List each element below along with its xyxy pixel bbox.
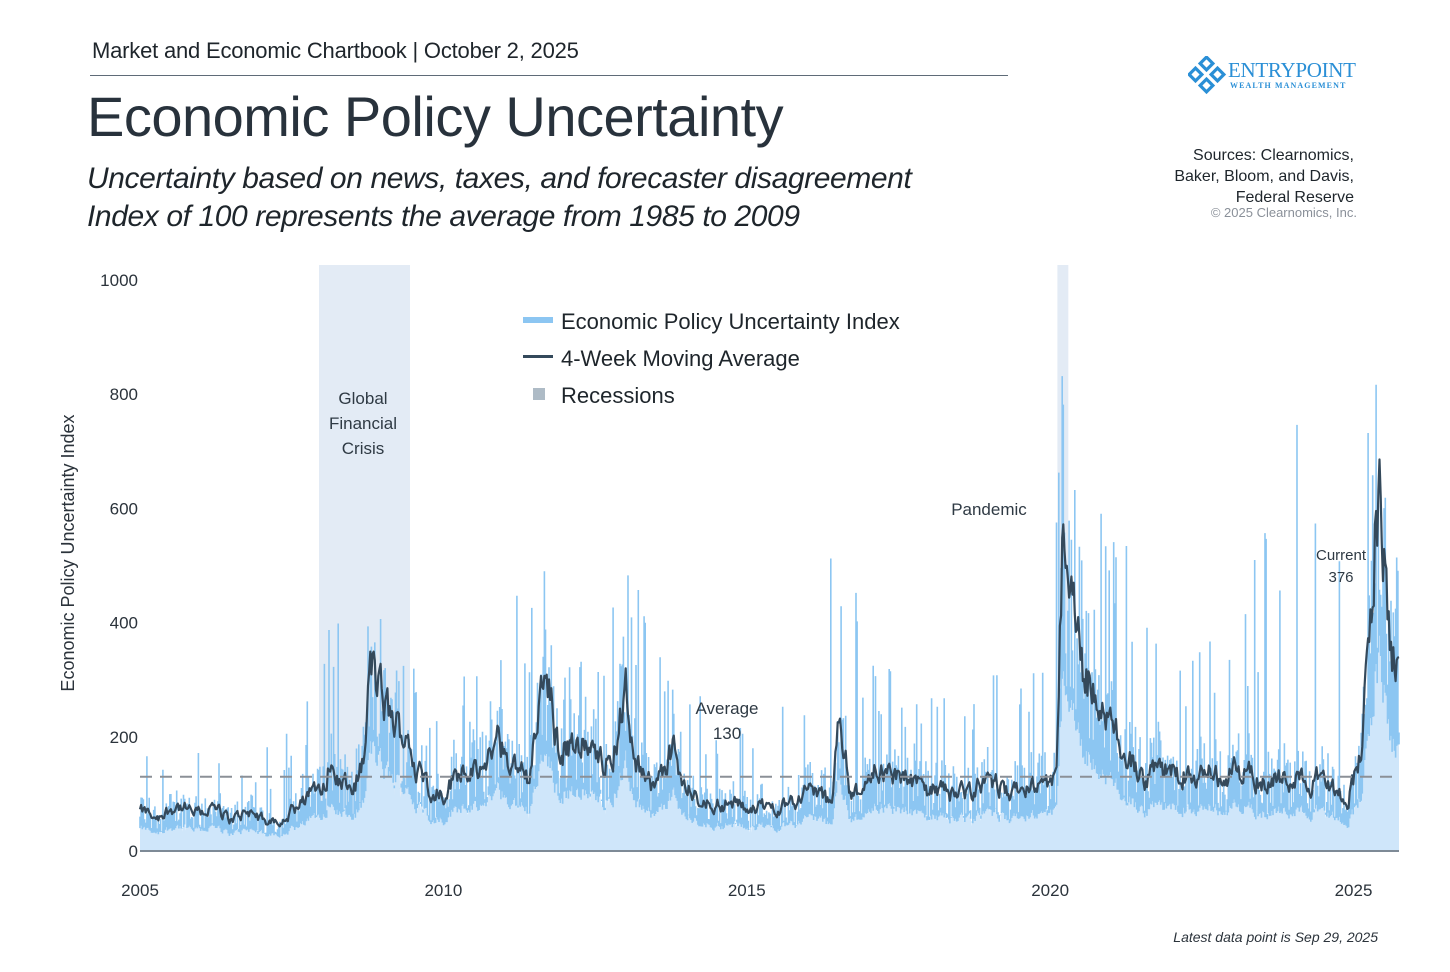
y-axis-ticks: 0 200 400 600 800 1000 [100,271,138,861]
average-value: 130 [713,724,741,743]
average-annotation: Average 130 [695,699,758,743]
x-tick-label: 2020 [1031,881,1069,900]
gfc-label-line-3: Crisis [342,439,385,458]
current-label: Current [1316,547,1367,564]
legend-moving-average-swatch [523,355,553,358]
y-tick-label: 1000 [100,271,138,290]
moving-average-series [138,458,1400,828]
chartbook-header: Market and Economic Chartbook | October … [92,38,579,63]
legend-recessions-label: Recessions [561,383,675,408]
sources-line-3: Federal Reserve [1235,189,1354,206]
four-diamonds-logo-icon [1188,56,1227,95]
current-annotation: Current 376 [1316,547,1367,586]
legend-index-swatch [523,317,553,323]
gfc-annotation: Global Financial Crisis [329,389,397,458]
page-title: Economic Policy Uncertainty [87,85,784,148]
x-tick-label: 2010 [424,881,462,900]
sources-block: Sources: Clearnomics, Baker, Bloom, and … [1174,145,1354,208]
logo-wordmark: ENTRYPOINT [1228,58,1356,82]
legend-moving-average-label: 4-Week Moving Average [561,346,800,371]
y-tick-label: 600 [110,499,138,518]
subtitle-line-1: Uncertainty based on news, taxes, and fo… [87,162,912,195]
legend-recessions-swatch [533,388,545,400]
chart-subtitle: Uncertainty based on news, taxes, and fo… [87,160,912,236]
logo-tagline: WEALTH MANAGEMENT [1230,81,1347,90]
entrypoint-logo: ENTRYPOINT WEALTH MANAGEMENT [1188,56,1363,100]
latest-data-footnote: Latest data point is Sep 29, 2025 [1173,929,1378,945]
average-label: Average [695,699,758,718]
sources-line-1: Sources: Clearnomics, [1193,147,1354,164]
copyright: © 2025 Clearnomics, Inc. [1210,205,1357,220]
header-divider [90,75,1008,76]
index-line [139,376,1400,838]
y-tick-label: 800 [110,385,138,404]
moving-average-line [138,458,1400,828]
x-tick-label: 2025 [1335,881,1373,900]
index-series [139,376,1400,838]
subtitle-line-2: Index of 100 represents the average from… [87,200,800,233]
legend-index-label: Economic Policy Uncertainty Index [561,309,900,334]
legend: Economic Policy Uncertainty Index 4-Week… [523,309,900,408]
gfc-label-line-1: Global [338,389,387,408]
sources-line-2: Baker, Bloom, and Davis, [1174,168,1354,185]
y-axis-title: Economic Policy Uncertainty Index [58,414,78,691]
x-tick-label: 2015 [728,881,766,900]
pandemic-label: Pandemic [951,500,1027,519]
current-value: 376 [1328,569,1353,586]
y-tick-label: 0 [129,842,138,861]
x-tick-label: 2005 [121,881,159,900]
y-tick-label: 200 [110,728,138,747]
gfc-label-line-2: Financial [329,414,397,433]
y-tick-label: 400 [110,614,138,633]
x-axis-ticks: 2005 2010 2015 2020 2025 [121,881,1372,900]
